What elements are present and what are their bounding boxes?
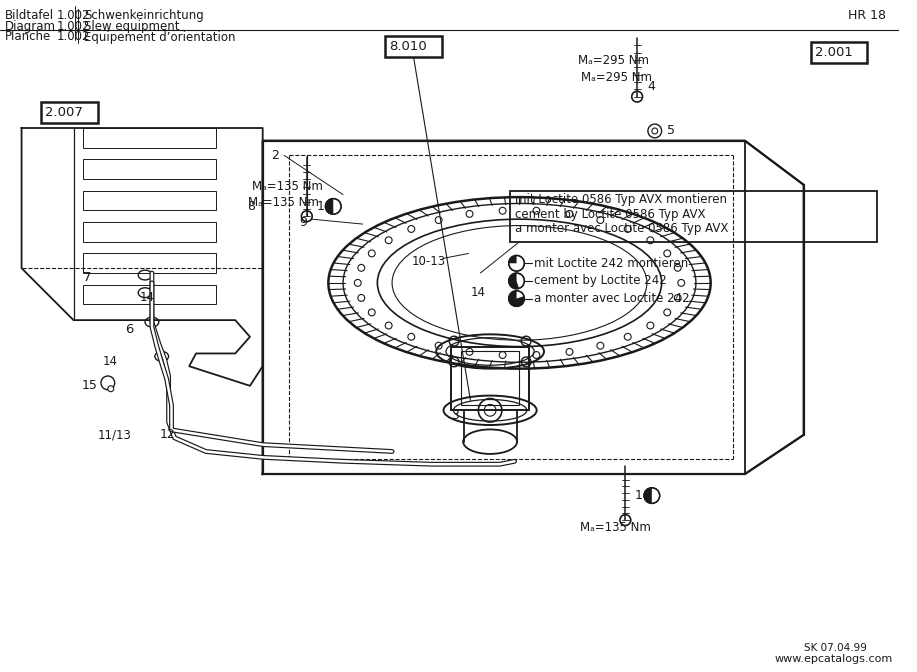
Circle shape [108, 386, 114, 392]
Bar [41, 101, 98, 123]
Text: 15: 15 [82, 379, 97, 392]
Text: cement by Loctite 0586 Typ AVX: cement by Loctite 0586 Typ AVX [514, 208, 705, 221]
Circle shape [101, 376, 115, 390]
Text: 5: 5 [667, 124, 675, 138]
Circle shape [326, 199, 341, 214]
Bar [83, 191, 215, 210]
Text: 2: 2 [271, 149, 280, 162]
Text: 14: 14 [103, 355, 118, 368]
Text: a monter avec Loctite 242: a monter avec Loctite 242 [535, 292, 690, 305]
Bar [811, 42, 867, 63]
Text: Planche: Planche [5, 30, 51, 44]
Wedge shape [644, 488, 652, 503]
Text: 2.001: 2.001 [814, 46, 853, 59]
Text: Mₐ=295 Nm: Mₐ=295 Nm [579, 54, 649, 67]
Text: 10-13: 10-13 [412, 255, 446, 268]
Circle shape [632, 91, 643, 102]
Text: 1.002: 1.002 [57, 9, 91, 22]
Text: Mₐ=295 Nm: Mₐ=295 Nm [581, 71, 652, 83]
Text: 1.002: 1.002 [57, 19, 91, 32]
Text: mit Loctite 242 montieren: mit Loctite 242 montieren [535, 257, 689, 269]
Text: 8.010: 8.010 [389, 40, 427, 53]
Text: mit Loctite 0586 Typ AVX montieren: mit Loctite 0586 Typ AVX montieren [514, 193, 726, 206]
Text: 8: 8 [247, 200, 255, 213]
Text: Mₐ=135 Nm: Mₐ=135 Nm [248, 196, 319, 209]
Bar [83, 128, 215, 148]
Bar [83, 159, 215, 179]
Text: Mₐ=135 Nm: Mₐ=135 Nm [252, 180, 323, 194]
Text: Schwenkeinrichtung: Schwenkeinrichtung [84, 9, 204, 22]
Text: 14: 14 [139, 291, 154, 304]
Text: 2.007: 2.007 [45, 106, 83, 119]
Circle shape [648, 124, 662, 138]
Text: 14: 14 [470, 286, 485, 299]
Wedge shape [509, 273, 519, 289]
Text: 1: 1 [635, 489, 643, 502]
Text: SK 07.04.99: SK 07.04.99 [804, 644, 867, 653]
Text: Diagram: Diagram [5, 19, 56, 32]
Text: 4: 4 [646, 81, 655, 93]
Circle shape [509, 291, 525, 306]
Text: Équipement d’orientation: Équipement d’orientation [84, 30, 236, 44]
Bar [460, 351, 520, 405]
Wedge shape [509, 291, 525, 306]
Text: HR 18: HR 18 [848, 9, 886, 22]
Text: cement by Loctite 242: cement by Loctite 242 [535, 274, 667, 288]
Circle shape [644, 488, 659, 503]
Text: 11/13: 11/13 [98, 428, 132, 442]
Text: 6: 6 [126, 323, 134, 337]
Bar [451, 347, 529, 411]
Text: 3: 3 [451, 409, 458, 422]
Text: Mₐ=135 Nm: Mₐ=135 Nm [580, 521, 651, 534]
Text: www.epcatalogs.com: www.epcatalogs.com [774, 655, 892, 665]
Wedge shape [326, 199, 333, 214]
Bar [385, 36, 442, 57]
Text: 1.002: 1.002 [57, 30, 91, 44]
Text: Slew equipment: Slew equipment [84, 19, 180, 32]
Text: 1: 1 [316, 200, 325, 213]
Text: Bildtafel: Bildtafel [5, 9, 54, 22]
Circle shape [652, 128, 657, 134]
Bar [510, 191, 878, 242]
Bar [83, 285, 215, 304]
Text: 12: 12 [160, 428, 175, 442]
Bar [83, 253, 215, 273]
Circle shape [302, 211, 312, 222]
Circle shape [620, 515, 631, 526]
Circle shape [509, 255, 525, 271]
Text: 7: 7 [83, 271, 92, 284]
Bar [83, 222, 215, 242]
Text: a monter avec Loctite 0586 Typ AVX: a monter avec Loctite 0586 Typ AVX [514, 222, 728, 235]
Circle shape [509, 273, 525, 289]
Wedge shape [509, 255, 516, 263]
Text: 9: 9 [299, 216, 307, 228]
